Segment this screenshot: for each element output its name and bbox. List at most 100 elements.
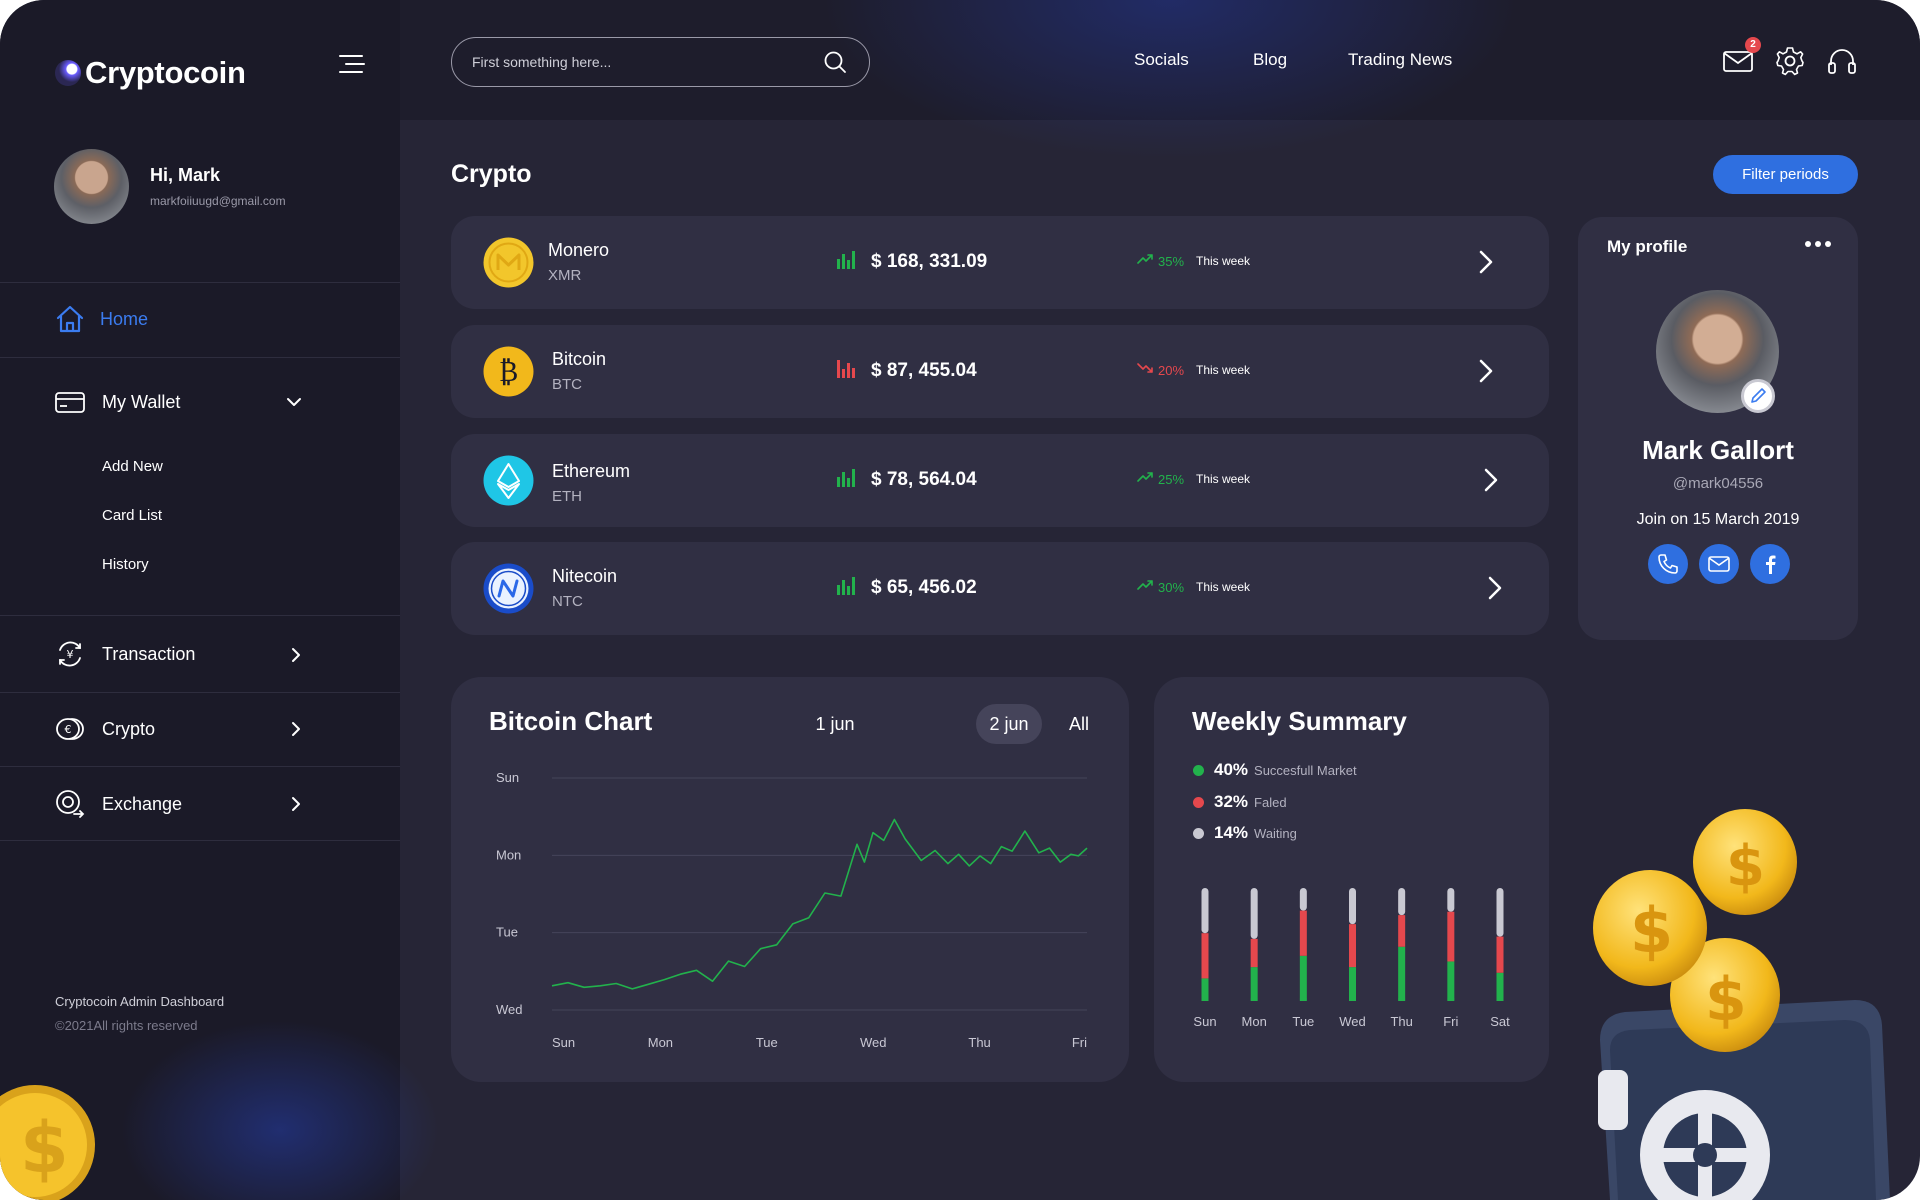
coin-symbol: BTC (552, 376, 582, 393)
bar-base (1299, 997, 1307, 1001)
divider (0, 615, 400, 616)
sidebar-subitem-card-list[interactable]: Card List (102, 507, 163, 524)
bar-segment-waiting (1447, 888, 1455, 912)
bar-segment-faled (1250, 938, 1258, 968)
svg-text:$: $ (1630, 894, 1673, 967)
chevron-right-icon[interactable] (288, 647, 304, 663)
x-tick-label: Sun (552, 1035, 575, 1050)
bar-segment-faled (1447, 911, 1455, 962)
call-button[interactable] (1648, 544, 1688, 584)
sidebar-item-label: Exchange (102, 793, 183, 814)
edit-avatar-button[interactable] (1741, 379, 1775, 413)
divider (0, 357, 400, 358)
coin-period: This week (1196, 254, 1251, 268)
bar-segment-waiting (1398, 888, 1406, 916)
coin-row-ethereum[interactable]: Ethereum ETH $ 78, 564.04 25% This week (451, 434, 1549, 527)
search-input[interactable] (472, 38, 802, 85)
divider (0, 282, 400, 283)
coin-row-monero[interactable]: Monero XMR $ 168, 331.09 35% This week (451, 216, 1549, 309)
card-icon (55, 392, 85, 413)
sidebar: Cryptocoin Hi, Mark markfoiiuugd@gmail.c… (0, 0, 440, 1200)
logo-mark-icon (55, 60, 81, 86)
legend-label: Succesfull Market (1254, 762, 1357, 778)
nav-link-trading-news[interactable]: Trading News (1348, 50, 1453, 69)
sidebar-item-transaction[interactable]: ¥ Transaction (54, 638, 195, 670)
svg-text:$: $ (1705, 965, 1747, 1035)
facebook-button[interactable] (1750, 544, 1790, 584)
x-tick-label: Thu (1390, 1014, 1412, 1029)
y-tick-label: Wed (496, 1002, 523, 1017)
coin-symbol: ETH (552, 488, 582, 505)
svg-text:$: $ (1726, 834, 1765, 899)
coin-row-bitcoin[interactable]: ₿ Bitcoin BTC $ 87, 455.04 20% This week (451, 325, 1549, 418)
chevron-right-icon[interactable] (288, 796, 304, 812)
sidebar-glow (120, 1020, 440, 1200)
page-title: Crypto (451, 160, 532, 188)
coin-name: Nitecoin (552, 566, 618, 586)
sidebar-item-exchange[interactable]: Exchange (54, 788, 182, 820)
coin-change: 30% (1158, 580, 1185, 595)
chevron-right-icon[interactable] (1485, 575, 1505, 601)
bar-base (1250, 997, 1258, 1001)
nav-link-socials[interactable]: Socials (1134, 50, 1189, 69)
x-tick-label: Mon (1242, 1014, 1267, 1029)
legend-item-failed: 32% Faled (1193, 792, 1287, 812)
email-button[interactable] (1699, 544, 1739, 584)
svg-text:$: $ (20, 1107, 69, 1189)
mail-icon[interactable] (1722, 45, 1754, 77)
monero-logo-icon (483, 237, 534, 288)
bar-base (1201, 997, 1209, 1001)
search-box[interactable] (451, 37, 870, 87)
ethereum-logo-icon (483, 455, 534, 506)
coin-symbol: XMR (548, 267, 582, 284)
nitecoin-logo-icon (483, 563, 534, 614)
top-bar: Socials Blog Trading News 2 (400, 0, 1920, 160)
user-greeting: Hi, Mark (150, 165, 221, 185)
coin-row-nitecoin[interactable]: Nitecoin NTC $ 65, 456.02 30% This week (451, 542, 1549, 635)
weekly-summary-card: Weekly Summary 40% Succesfull Market 32%… (1154, 677, 1549, 1082)
profile-handle: @mark04556 (1672, 475, 1764, 492)
headset-icon[interactable] (1826, 45, 1858, 77)
gear-icon[interactable] (1774, 45, 1806, 77)
coin-price: $ 65, 456.02 (871, 577, 977, 598)
legend-item-success: 40% Succesfull Market (1193, 760, 1357, 780)
chevron-down-icon[interactable] (286, 394, 302, 410)
bar-base (1496, 997, 1504, 1001)
nav-link-blog[interactable]: Blog (1253, 50, 1288, 69)
chevron-right-icon[interactable] (1476, 358, 1496, 384)
svg-text:¥: ¥ (67, 648, 74, 661)
search-icon[interactable] (823, 50, 847, 74)
sidebar-subitem-add-new[interactable]: Add New (102, 458, 163, 475)
user-summary: Hi, Mark markfoiiuugd@gmail.com (54, 149, 286, 224)
x-tick-label: Fri (1443, 1014, 1458, 1029)
more-icon[interactable] (1804, 239, 1832, 249)
sidebar-subitem-history[interactable]: History (102, 556, 149, 573)
chevron-right-icon[interactable] (288, 721, 304, 737)
bars-down-icon (837, 360, 855, 378)
sidebar-item-crypto[interactable]: € Crypto (54, 713, 155, 745)
footer-copyright: ©2021All rights reserved (55, 1018, 198, 1033)
bar-segment-succesfull-market (1349, 967, 1356, 1001)
range-2-jun[interactable]: 2 jun (976, 704, 1042, 744)
filter-periods-button[interactable]: Filter periods (1713, 155, 1858, 194)
range-all[interactable]: All (1068, 714, 1089, 734)
svg-text:€: € (65, 723, 72, 736)
coin-price: $ 168, 331.09 (871, 251, 988, 272)
trend-up-icon (1137, 254, 1153, 264)
x-tick-label: Wed (860, 1035, 887, 1050)
chevron-right-icon[interactable] (1481, 467, 1501, 493)
legend-dot (1193, 796, 1204, 808)
bars-up-icon (837, 469, 855, 487)
coin-price: $ 78, 564.04 (871, 469, 977, 490)
menu-toggle-icon[interactable] (339, 54, 367, 76)
sidebar-item-label: Transaction (102, 643, 196, 664)
sidebar-item-home[interactable]: Home (54, 303, 148, 335)
bar-segment-waiting (1201, 888, 1209, 934)
brand-logo[interactable]: Cryptocoin (55, 55, 246, 91)
chevron-right-icon[interactable] (1476, 249, 1496, 275)
avatar[interactable] (54, 149, 129, 224)
bar-segment-succesfull-market (1496, 972, 1504, 1001)
sidebar-item-wallet[interactable]: My Wallet (54, 386, 180, 418)
range-1-jun[interactable]: 1 jun (815, 714, 855, 734)
profile-title: My profile (1607, 237, 1688, 256)
